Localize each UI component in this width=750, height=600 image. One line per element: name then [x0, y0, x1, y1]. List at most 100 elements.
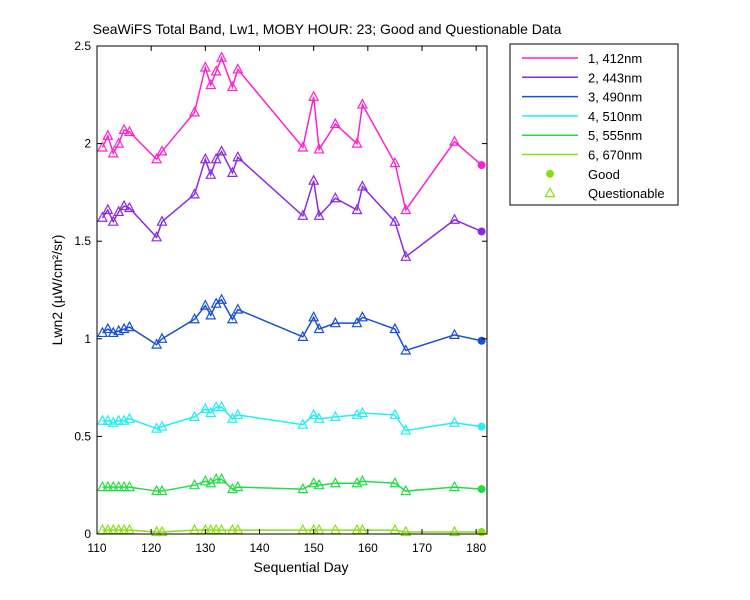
- legend: 1, 412nm 2, 443nm 3, 490nm 4, 510nm 5, 555nm…: [509, 43, 679, 206]
- questionable-point: [210, 152, 222, 164]
- questionable-point: [308, 174, 320, 185]
- good-point: [477, 422, 486, 431]
- questionable-point: [151, 525, 163, 537]
- questionable-point: [389, 156, 401, 168]
- series-line-3: [101, 298, 482, 352]
- good-point: [477, 161, 486, 170]
- questionable-point: [199, 299, 211, 310]
- questionable-point: [400, 484, 412, 496]
- questionable-point: [102, 322, 114, 334]
- questionable-point: [189, 312, 200, 324]
- questionable-point: [205, 309, 217, 320]
- questionable-point: [156, 484, 168, 496]
- questionable-point: [313, 209, 325, 220]
- questionable-point: [124, 320, 135, 332]
- series-line-5: [102, 478, 482, 492]
- questionable-point: [199, 475, 211, 486]
- questionable-point: [389, 408, 401, 420]
- questionable-point: [124, 201, 135, 213]
- questionable-point: [308, 408, 320, 420]
- questionable-point: [156, 215, 168, 226]
- questionable-point: [329, 476, 341, 488]
- questionable-point: [356, 475, 368, 486]
- questionable-point: [216, 400, 228, 412]
- questionable-point: [118, 123, 130, 135]
- questionable-point: [96, 414, 108, 425]
- questionable-point: [232, 150, 244, 162]
- questionable-point: [151, 484, 163, 496]
- questionable-point: [226, 166, 238, 177]
- questionable-point: [449, 525, 460, 537]
- x-tick-label: 130: [195, 541, 215, 555]
- questionable-point: [297, 330, 309, 341]
- questionable-point: [297, 141, 309, 152]
- questionable-point: [449, 135, 460, 146]
- questionable-point: [216, 293, 228, 304]
- questionable-point: [205, 168, 217, 179]
- legend-label: Questionable: [588, 186, 665, 201]
- questionable-point: [151, 152, 163, 164]
- questionable-point: [113, 414, 125, 425]
- questionable-point: [232, 408, 244, 420]
- questionable-point: [156, 332, 168, 343]
- questionable-point: [313, 322, 325, 334]
- questionable-point: [449, 416, 460, 427]
- y-tick-label: 0: [84, 527, 91, 541]
- questionable-point: [189, 410, 200, 421]
- series-line-4: [102, 406, 482, 432]
- plot-frame: [96, 45, 488, 535]
- questionable-point: [107, 215, 119, 226]
- questionable-point: [329, 117, 341, 129]
- questionable-point: [449, 213, 460, 224]
- y-axis: 0 0.5 1 1.5 2 2.5: [74, 39, 487, 541]
- questionable-point: [102, 480, 114, 492]
- questionable-point: [389, 476, 401, 488]
- questionable-point: [205, 406, 217, 418]
- x-tick-label: 150: [304, 541, 324, 555]
- questionable-point: [151, 231, 163, 242]
- questionable-point: [308, 311, 320, 322]
- legend-box: [509, 43, 679, 206]
- legend-label: 4, 510nm: [588, 109, 642, 124]
- questionable-point: [156, 145, 168, 156]
- questionable-point: [232, 63, 244, 74]
- series-line-6: [102, 529, 482, 533]
- questionable-point: [308, 476, 320, 488]
- questionable-point: [189, 188, 200, 199]
- x-tick-label: 170: [412, 541, 432, 555]
- questionable-point: [351, 137, 363, 148]
- questionable-point: [113, 480, 125, 492]
- questionable-point: [113, 137, 125, 148]
- questionable-point: [124, 480, 135, 492]
- questionable-point: [118, 199, 130, 211]
- series-line-2: [101, 149, 482, 259]
- questionable-point: [199, 402, 211, 414]
- questionable-point: [189, 106, 200, 117]
- legend-label: Good: [588, 167, 620, 182]
- legend-label: 1, 412nm: [588, 51, 642, 66]
- questionable-point: [96, 141, 108, 152]
- questionable-point: [400, 203, 412, 215]
- y-tick-label: 2: [84, 137, 91, 151]
- questionable-point: [329, 316, 341, 328]
- x-tick-label: 110: [87, 541, 106, 555]
- questionable-point: [351, 316, 363, 328]
- questionable-point: [118, 480, 130, 492]
- x-tick-label: 180: [466, 541, 486, 555]
- questionable-point: [124, 412, 135, 423]
- questionable-point: [107, 147, 119, 158]
- questionable-point: [199, 61, 211, 72]
- questionable-point: [102, 129, 114, 140]
- questionable-point: [449, 480, 460, 492]
- good-point: [477, 485, 486, 494]
- chart-title: SeaWiFS Total Band, Lw1, MOBY HOUR: 23; …: [93, 21, 562, 37]
- questionable-point: [151, 338, 163, 349]
- y-tick-label: 2.5: [74, 39, 91, 53]
- x-tick-label: 160: [358, 541, 378, 555]
- questionable-point: [356, 406, 368, 418]
- legend-label: 6, 670nm: [588, 148, 642, 163]
- questionable-point: [96, 211, 108, 222]
- questionable-point: [297, 418, 309, 429]
- series-line-1: [101, 55, 483, 212]
- questionable-point: [189, 478, 200, 490]
